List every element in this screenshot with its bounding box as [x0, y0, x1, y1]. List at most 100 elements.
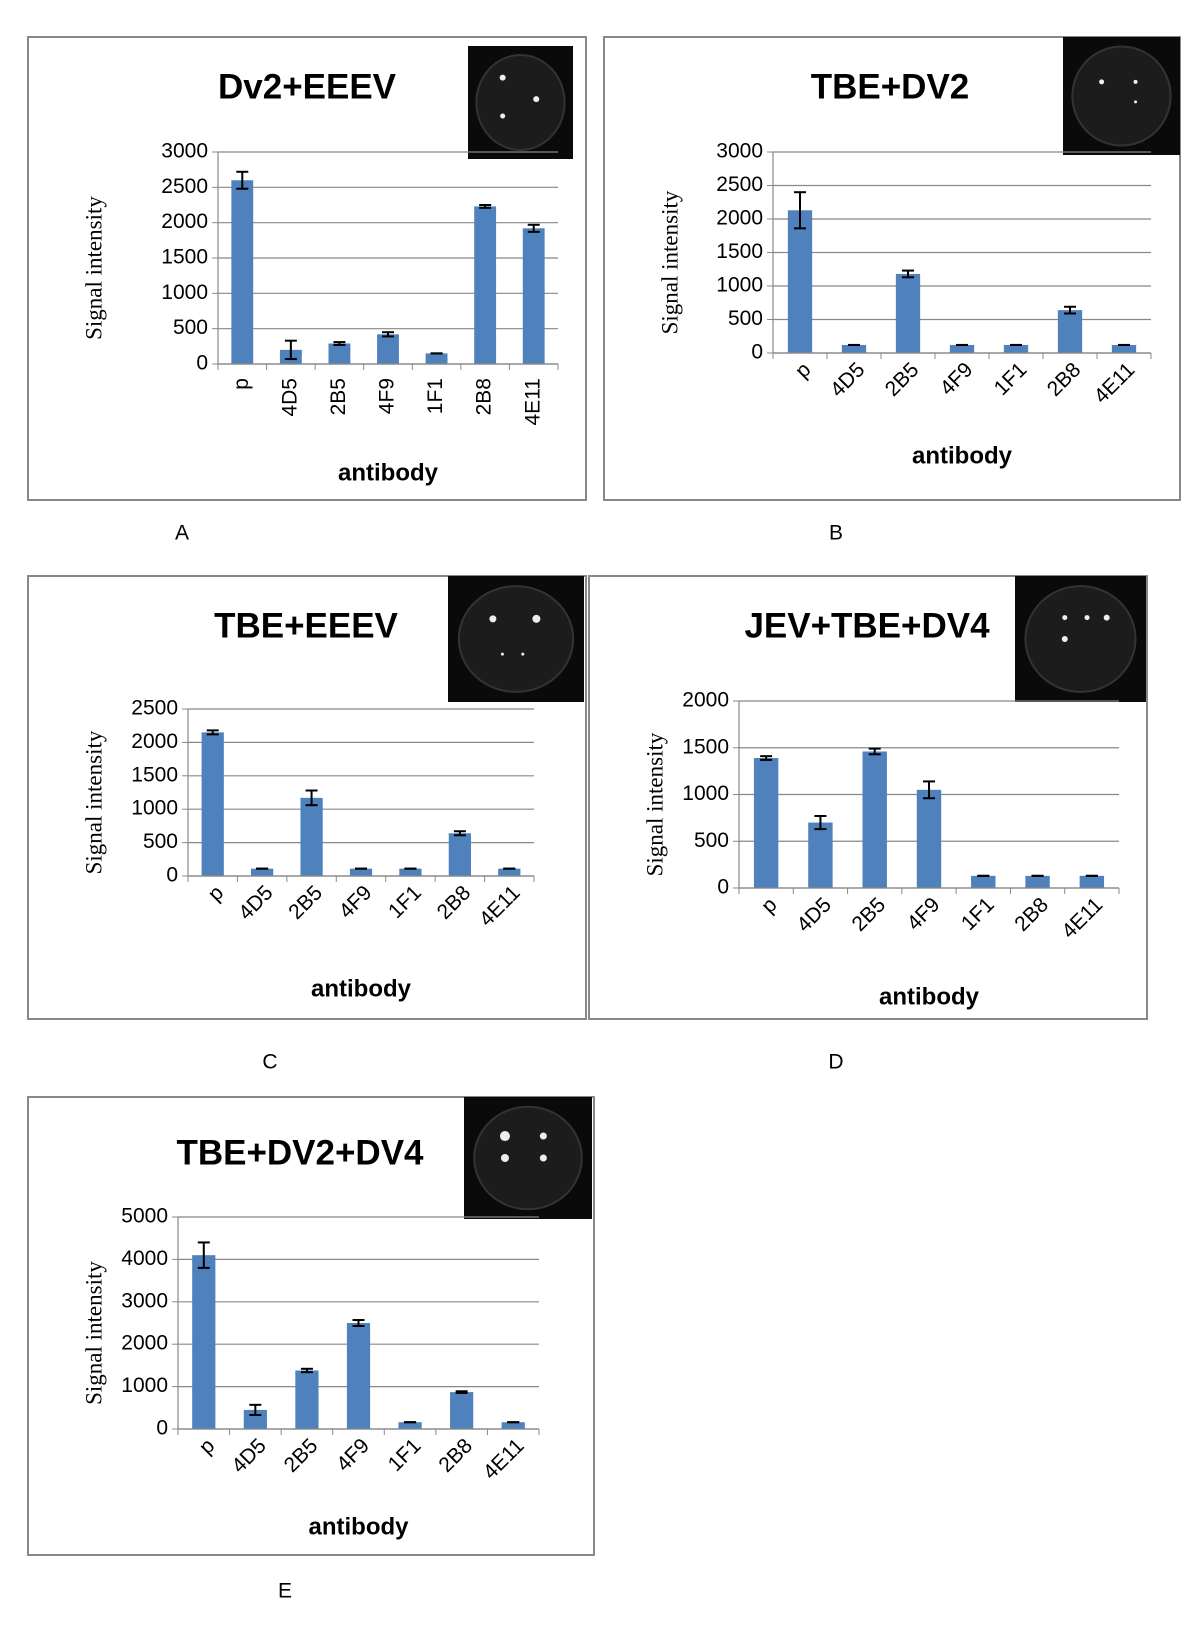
- error-bar: [760, 755, 773, 761]
- bar: [753, 758, 779, 888]
- bar: [399, 868, 422, 876]
- inset-spot: [1061, 636, 1068, 642]
- error-bar: [206, 729, 219, 736]
- inset-spot: [521, 652, 525, 656]
- x-axis-label: antibody: [338, 459, 439, 486]
- panel-label: E: [278, 1580, 292, 1603]
- bar: [450, 1392, 474, 1429]
- y-tick-label: 2000: [682, 689, 729, 712]
- bar: [300, 797, 323, 876]
- inset-spot: [499, 1131, 510, 1142]
- y-tick-label: 500: [143, 830, 178, 853]
- chart-title: Dv2+EEEV: [218, 67, 397, 106]
- bar: [522, 228, 545, 364]
- error-bar: [527, 223, 540, 233]
- inset-well: [457, 585, 575, 693]
- y-tick-label: 2500: [161, 175, 208, 198]
- x-tick-label: p: [230, 378, 253, 390]
- error-bar: [1064, 305, 1076, 315]
- y-tick-label: 2000: [161, 210, 208, 233]
- inset-spot: [1133, 79, 1138, 84]
- inset-spot: [539, 1154, 547, 1162]
- x-axis-label: antibody: [879, 983, 980, 1010]
- y-tick-label: 0: [751, 341, 763, 364]
- y-tick-label: 1500: [131, 763, 178, 786]
- error-bar: [455, 1390, 468, 1394]
- bar: [862, 751, 887, 888]
- y-tick-label: 1000: [682, 782, 729, 805]
- x-tick-label: 4F9: [376, 378, 399, 414]
- inset-spot: [500, 652, 504, 656]
- bar: [346, 1323, 371, 1429]
- bar: [498, 868, 521, 876]
- bar: [231, 180, 254, 364]
- y-axis-label: Signal intensity: [657, 190, 682, 334]
- bar: [192, 1255, 216, 1429]
- y-tick-label: 500: [728, 307, 763, 330]
- chart-title: TBE+DV2+DV4: [176, 1133, 424, 1172]
- inset-spot: [1084, 615, 1090, 621]
- inset-spot: [500, 113, 506, 119]
- error-bar: [453, 830, 466, 837]
- y-tick-label: 0: [156, 1417, 168, 1440]
- error-bar: [284, 339, 297, 361]
- bar: [377, 334, 399, 364]
- error-bar: [794, 191, 806, 230]
- bar: [1111, 344, 1137, 353]
- y-tick-label: 4000: [121, 1247, 168, 1270]
- x-tick-label: 4E11: [521, 378, 544, 426]
- bar: [251, 868, 274, 876]
- y-axis-label: Signal intensity: [642, 732, 667, 876]
- bar: [787, 210, 813, 353]
- y-axis-label: Signal intensity: [81, 196, 106, 340]
- y-axis-label: Signal intensity: [81, 730, 106, 874]
- bar: [841, 344, 867, 353]
- panel-label: D: [828, 1051, 843, 1074]
- bar: [808, 822, 833, 888]
- bar: [474, 206, 497, 364]
- error-bar: [236, 170, 249, 190]
- y-axis-label: Signal intensity: [81, 1261, 106, 1405]
- bar: [949, 344, 975, 353]
- error-bar: [305, 789, 318, 807]
- inset-spot: [1062, 615, 1068, 621]
- panel: Dv2+EEEV A 0 500 1000 1500 2000 2500 3000 p 4D5 2B5…: [27, 36, 587, 545]
- error-bar: [352, 1319, 365, 1327]
- inset-spot: [533, 96, 540, 103]
- chart-title: TBE+EEEV: [214, 606, 398, 645]
- x-axis-label: antibody: [311, 975, 412, 1002]
- panel-label: C: [262, 1051, 277, 1074]
- y-tick-label: 3000: [161, 140, 208, 163]
- bar: [295, 1370, 319, 1429]
- bar: [201, 732, 224, 876]
- y-tick-label: 2000: [716, 207, 763, 230]
- inset-well: [1071, 45, 1172, 147]
- x-axis-label: antibody: [912, 442, 1013, 469]
- bar: [1057, 310, 1083, 353]
- bar: [448, 833, 471, 876]
- inset-spot: [500, 1154, 509, 1162]
- panel-label: A: [175, 522, 189, 545]
- y-tick-label: 1500: [716, 240, 763, 263]
- inset-well: [473, 1105, 583, 1211]
- chart-title: JEV+TBE+DV4: [744, 606, 990, 645]
- bar: [425, 353, 448, 364]
- chart-title: TBE+DV2: [811, 67, 970, 106]
- inset-spot: [1099, 79, 1105, 85]
- x-tick-label: 1F1: [424, 378, 447, 414]
- inset-well: [1024, 585, 1137, 693]
- y-tick-label: 1000: [121, 1374, 168, 1397]
- inset-spot: [499, 74, 506, 81]
- error-bar: [300, 1367, 313, 1374]
- error-bar: [197, 1241, 210, 1269]
- bar: [501, 1422, 525, 1429]
- error-bar: [814, 815, 827, 831]
- x-axis-label: antibody: [309, 1513, 410, 1540]
- y-tick-label: 1000: [131, 797, 178, 820]
- bar: [328, 343, 351, 364]
- inset-well: [475, 54, 566, 151]
